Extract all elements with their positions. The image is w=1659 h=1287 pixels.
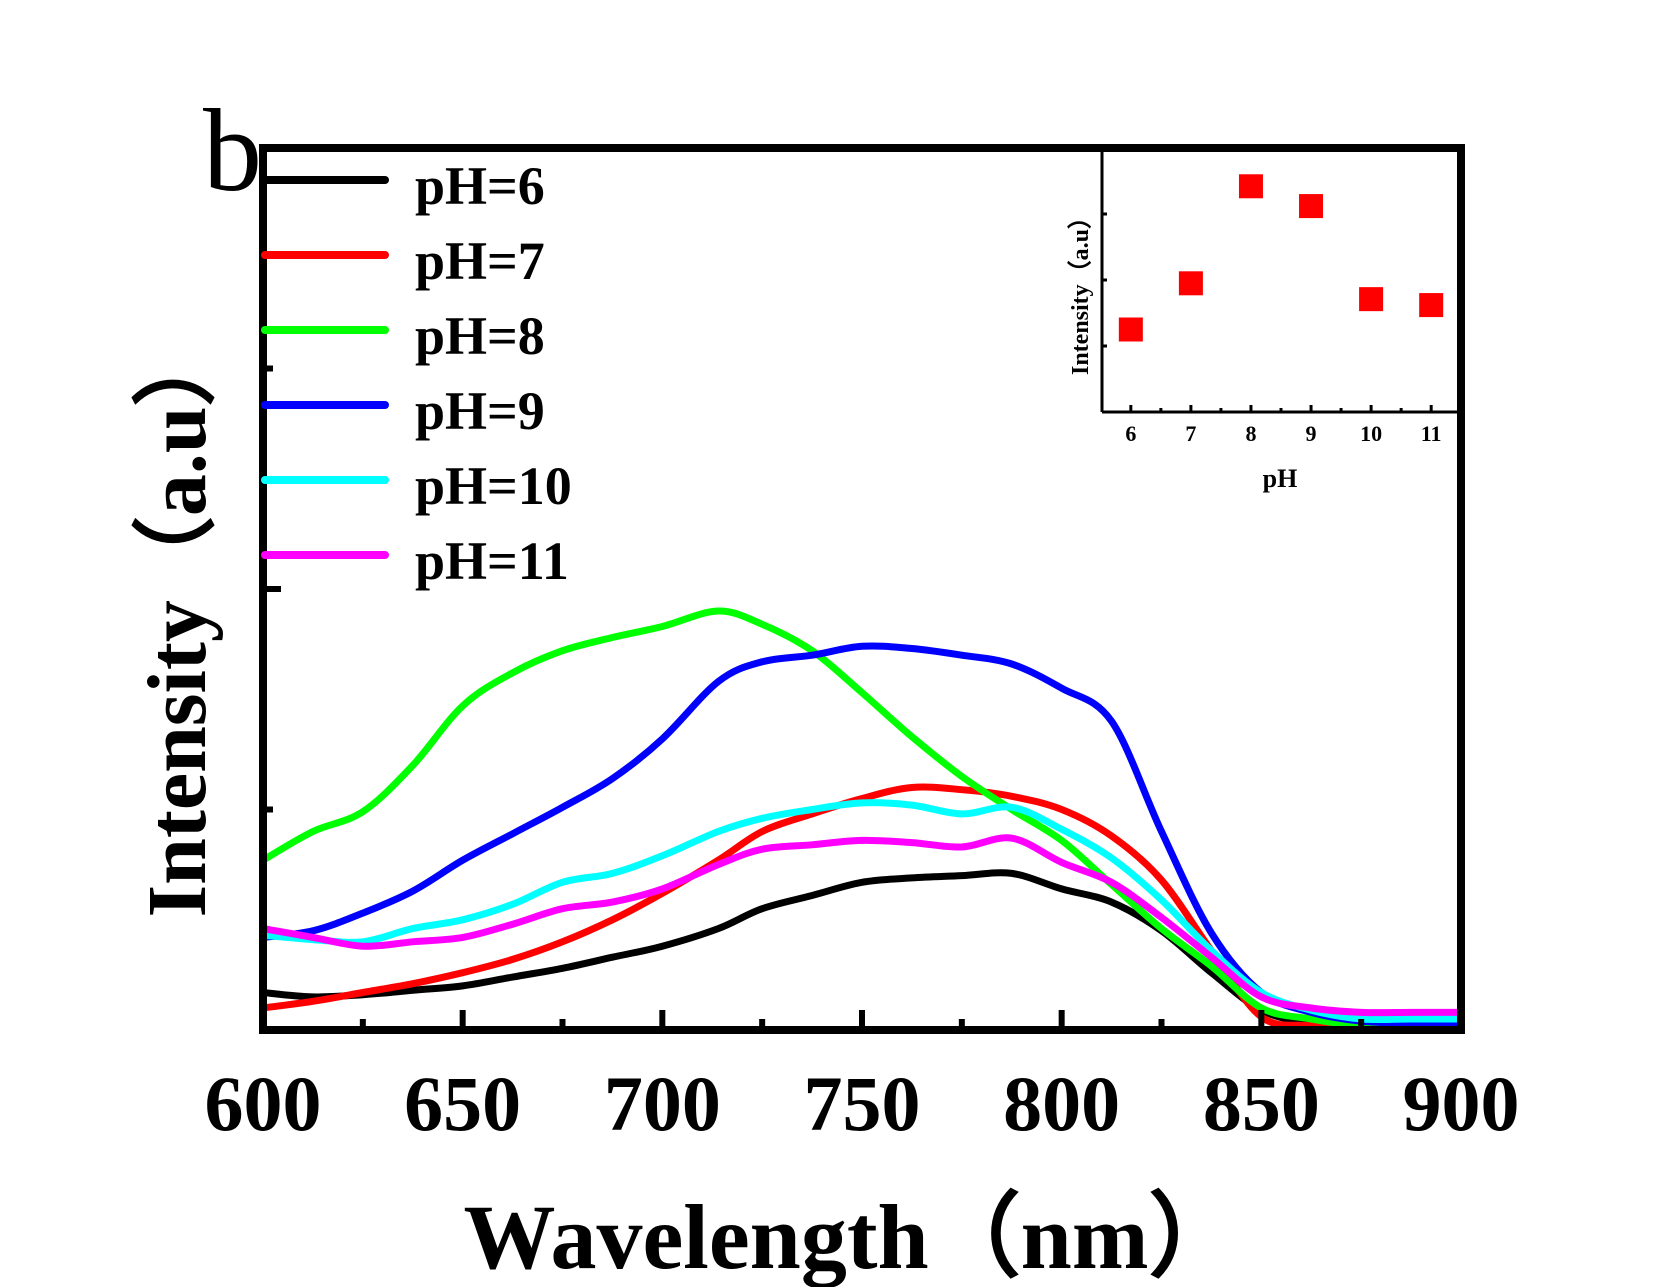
legend-label: pH=11 [415, 531, 569, 591]
main-plot: 600 650 700 750 800 850 900 pH=6pH=7pH=8pH=9pH… [205, 144, 1520, 1147]
inset-x-axis-title: pH [1263, 464, 1298, 493]
inset-x-tick-label: 8 [1245, 421, 1256, 446]
legend-item: pH=6 [261, 156, 545, 216]
inset-x-tick-label: 6 [1125, 421, 1136, 446]
legend: pH=6 pH=7 pH=8 pH=9 pH=10 pH=11 [261, 156, 572, 591]
plot-frame [259, 144, 1465, 1034]
legend-label: pH=7 [415, 231, 545, 291]
inset-points [1118, 174, 1444, 342]
inset-point [1178, 271, 1203, 296]
inset-point [1299, 194, 1324, 219]
series-line-ph-7 [259, 783, 1465, 1032]
inset-point [1238, 174, 1263, 199]
inset-x-axis-tick-labels: 6 7 8 9 10 11 [1125, 421, 1441, 446]
x-tick-label: 650 [404, 1060, 521, 1147]
x-tick-label: 600 [205, 1060, 322, 1147]
inset-x-tick-label: 10 [1360, 421, 1382, 446]
legend-label: pH=10 [415, 456, 572, 516]
x-axis-tick-labels: 600 650 700 750 800 850 900 [205, 1060, 1520, 1147]
legend-item: pH=7 [261, 231, 545, 291]
x-tick-label: 900 [1403, 1060, 1520, 1147]
spectra-series-group [259, 607, 1465, 1034]
x-tick-label: 850 [1203, 1060, 1320, 1147]
x-axis-title: Wavelength（nm） [464, 1186, 1241, 1287]
inset-x-tick-label: 11 [1421, 421, 1442, 446]
legend-label: pH=6 [415, 156, 545, 216]
y-axis-title: Intensity（a.u） [131, 322, 224, 917]
legend-item: pH=10 [261, 456, 572, 516]
x-tick-label: 700 [604, 1060, 721, 1147]
legend-item: pH=8 [261, 306, 545, 366]
legend-item: pH=9 [261, 381, 545, 441]
inset-point [1419, 293, 1444, 318]
inset-x-tick-label: 7 [1185, 421, 1196, 446]
inset-x-tick-label: 9 [1306, 421, 1317, 446]
inset-point [1118, 317, 1143, 342]
panel-label: b [203, 85, 262, 216]
x-tick-label: 800 [1003, 1060, 1120, 1147]
legend-item: pH=11 [261, 531, 569, 591]
inset-point [1359, 287, 1384, 312]
legend-label: pH=8 [415, 306, 545, 366]
series-line-ph-8 [259, 607, 1465, 1030]
inset-y-axis-title: Intensity（a.u） [1067, 205, 1094, 375]
series-line-ph-11 [259, 834, 1465, 1017]
series-line-ph-10 [259, 799, 1465, 1024]
inset-plot: 6 7 8 9 10 11 pH Intensity（a.u） [1067, 148, 1457, 493]
x-tick-label: 750 [804, 1060, 921, 1147]
legend-label: pH=9 [415, 381, 545, 441]
series-line-ph-9 [259, 642, 1465, 1028]
